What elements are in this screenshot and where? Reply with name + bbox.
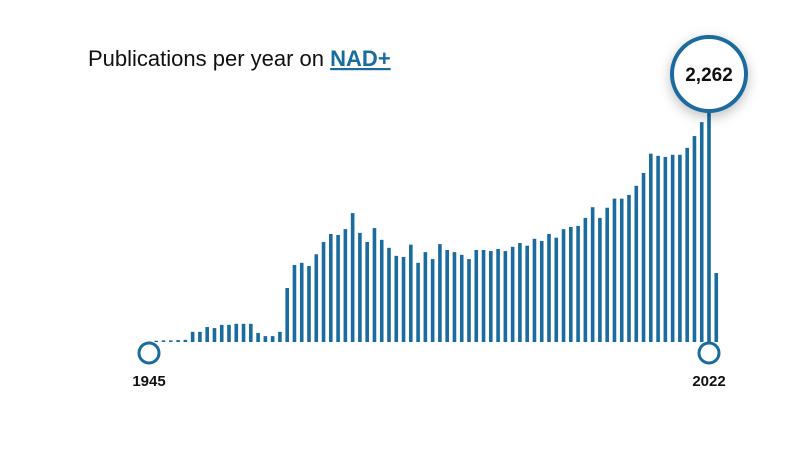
bar (343, 229, 348, 342)
bar (249, 323, 253, 342)
bar (401, 256, 406, 342)
bar (590, 207, 595, 342)
bar (256, 332, 260, 342)
bar (678, 154, 682, 342)
bar (430, 259, 435, 342)
bar (598, 217, 602, 342)
bar (270, 336, 275, 342)
bar (278, 331, 282, 342)
bar (699, 122, 704, 342)
bar (547, 233, 551, 342)
bar (692, 136, 697, 342)
bar (641, 172, 646, 342)
year-marker (137, 341, 161, 365)
bar (685, 147, 689, 342)
bars (147, 100, 719, 342)
overlay: 1945 2022 2,262 (132, 35, 748, 390)
bar (299, 262, 304, 342)
bar (438, 244, 442, 342)
bar (212, 328, 217, 342)
bar (234, 323, 239, 342)
bar (525, 245, 529, 342)
bar (670, 154, 675, 342)
bar (387, 247, 391, 342)
bar (656, 155, 660, 342)
bar (416, 262, 420, 342)
bar (219, 324, 224, 342)
bar (183, 339, 188, 342)
bar (707, 100, 711, 342)
bar (292, 264, 297, 342)
value-label: 2,262 (685, 65, 733, 86)
bar (409, 244, 413, 342)
bar (198, 331, 202, 342)
bar (663, 156, 668, 342)
bar (227, 324, 231, 342)
bar (161, 340, 166, 342)
bar (190, 331, 195, 342)
bar (307, 266, 311, 342)
year-marker (697, 341, 721, 365)
x-tick-label: 2022 (692, 373, 725, 390)
bar (619, 198, 624, 342)
bar (605, 207, 609, 342)
bar (452, 252, 457, 342)
bar (561, 229, 566, 342)
bar (569, 226, 573, 342)
bar (394, 255, 399, 342)
bar (350, 213, 355, 342)
bar (481, 249, 486, 342)
title-link[interactable]: NAD+ (330, 46, 391, 71)
bar (169, 340, 173, 342)
bar (714, 272, 719, 342)
bar (372, 228, 377, 342)
bar (649, 153, 653, 342)
bar (445, 249, 449, 342)
bar (474, 249, 479, 342)
bar (314, 254, 319, 342)
bar (329, 233, 333, 342)
bar (358, 232, 362, 342)
bar (489, 251, 493, 342)
bar (379, 239, 384, 342)
chart-title: Publications per year on NAD+ (88, 46, 391, 71)
bar (627, 194, 631, 342)
bar (510, 246, 515, 342)
bar (612, 198, 617, 342)
bar (554, 237, 559, 342)
bar (459, 254, 464, 342)
bar (263, 336, 268, 342)
bar (205, 327, 209, 342)
bar (532, 238, 537, 342)
bar (539, 240, 544, 342)
bar (496, 248, 500, 342)
bar (336, 235, 340, 342)
bar (321, 241, 326, 342)
bar (241, 323, 246, 342)
bar (634, 185, 639, 342)
bar (154, 340, 159, 342)
bar (518, 243, 522, 342)
x-tick-label: 1945 (132, 373, 165, 390)
value-bubble (670, 35, 748, 113)
bar (467, 259, 471, 342)
bar (285, 287, 289, 342)
bar (503, 251, 508, 342)
bar (365, 241, 369, 342)
bar (583, 217, 588, 342)
bar (576, 225, 580, 342)
bar (176, 340, 180, 342)
bar (423, 252, 428, 342)
